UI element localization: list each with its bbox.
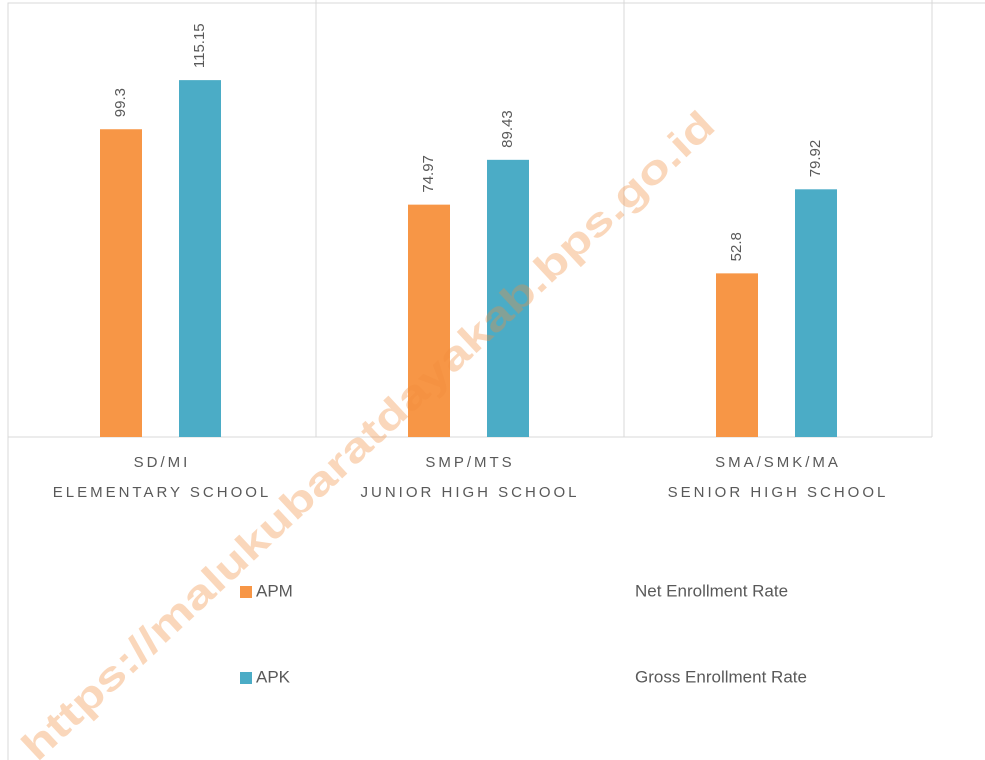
data-label: 79.92 [807,140,824,178]
bar [100,129,142,438]
legend-label: APK [256,667,291,686]
x-tick-label: ELEMENTARY SCHOOL [53,484,272,501]
bar [179,80,221,437]
legend-description: Net Enrollment Rate [635,581,788,600]
data-label: 99.3 [112,88,129,117]
x-tick-label: JUNIOR HIGH SCHOOL [360,484,579,501]
x-tick-label: SENIOR HIGH SCHOOL [668,484,889,501]
legend-label: APM [256,581,293,600]
legend-swatch [240,586,252,598]
data-label: 52.8 [728,232,745,261]
bar [795,189,837,437]
bar [408,204,450,437]
data-label: 89.43 [499,110,516,148]
x-tick-label: SD/MI [134,454,191,471]
bar [487,159,529,437]
bar [716,273,758,437]
x-tick-label: SMA/SMK/MA [715,454,841,471]
legend-description: Gross Enrollment Rate [635,667,807,686]
legend-swatch [240,672,252,684]
data-label: 115.15 [191,23,208,68]
chart-border [7,2,985,760]
x-tick-label: SMP/MTS [425,454,514,471]
data-label: 74.97 [420,155,437,193]
